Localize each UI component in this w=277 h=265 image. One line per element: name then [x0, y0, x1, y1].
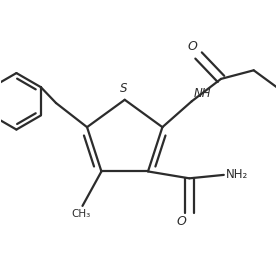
Text: O: O	[188, 41, 197, 54]
Text: CH₃: CH₃	[71, 209, 90, 219]
Text: NH: NH	[193, 87, 211, 100]
Text: NH₂: NH₂	[225, 168, 248, 181]
Text: O: O	[177, 214, 187, 228]
Text: S: S	[120, 82, 127, 95]
